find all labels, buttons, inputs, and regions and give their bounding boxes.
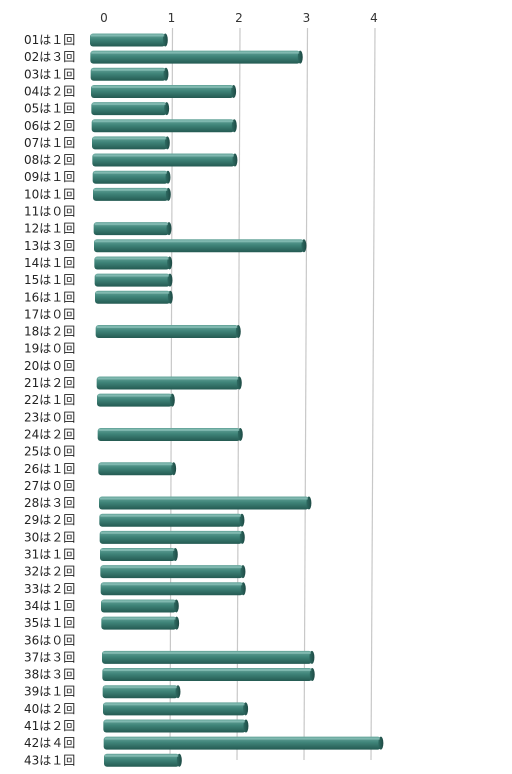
x-tick-label: 4 [370, 11, 378, 25]
category-label: 12は１回 [24, 222, 75, 236]
bar [99, 496, 312, 510]
bar [101, 599, 179, 613]
category-label: 42は４回 [24, 736, 75, 750]
category-label: 41は２回 [24, 719, 75, 733]
bar [100, 548, 178, 561]
bar [92, 153, 238, 167]
category-label: 08は２回 [24, 153, 75, 167]
category-label: 26は１回 [24, 462, 75, 476]
bar [101, 616, 180, 630]
category-label: 21は２回 [24, 376, 75, 390]
category-label: 28は３回 [24, 496, 75, 510]
bar [96, 376, 242, 390]
category-label: 01は１回 [24, 33, 75, 47]
bar [93, 222, 172, 236]
category-label: 15は１回 [24, 273, 75, 287]
category-label: 37は３回 [24, 650, 75, 664]
category-label: 24は２回 [24, 427, 75, 441]
category-label: 40は２回 [24, 702, 75, 716]
bar [104, 753, 182, 767]
gridline-2 [236, 27, 241, 761]
category-label: 33は２回 [24, 582, 75, 596]
x-tick-label: 2 [235, 11, 243, 25]
x-axis-ticks: 0 1 2 3 4 [100, 11, 378, 25]
category-label: 14は１回 [24, 256, 75, 270]
category-label: 18は２回 [24, 325, 75, 339]
bar [94, 273, 173, 287]
bar [99, 530, 245, 544]
bar [94, 256, 173, 270]
category-labels: 01は１回 02は３回 03は１回 04は２回 05は１回 06は２回 07は１回 08は２回… [24, 33, 75, 767]
category-label: 07は１回 [24, 136, 75, 150]
category-label: 32は２回 [24, 565, 75, 579]
category-label: 35は１回 [24, 616, 75, 630]
category-label: 31は１回 [24, 548, 75, 562]
category-label: 22は１回 [24, 393, 75, 407]
category-label: 23は０回 [24, 410, 75, 424]
category-label: 09は１回 [24, 170, 75, 184]
category-label: 25は０回 [24, 445, 75, 459]
bar [95, 325, 241, 339]
category-label: 13は３回 [24, 239, 75, 253]
bar [103, 736, 384, 750]
category-label: 39は１回 [24, 685, 75, 699]
bar [103, 702, 249, 716]
category-label: 16は１回 [24, 290, 75, 304]
gridline-4 [370, 27, 376, 761]
category-label: 30は２回 [24, 530, 75, 544]
category-label: 34は１回 [24, 599, 75, 613]
x-tick-label: 3 [303, 11, 311, 25]
bar [97, 393, 175, 407]
category-label: 27は０回 [24, 479, 75, 493]
bar [93, 187, 171, 201]
category-label: 38は３回 [24, 668, 75, 682]
category-label: 11は０回 [24, 205, 75, 219]
category-label: 04は２回 [24, 84, 75, 98]
bar [90, 33, 168, 47]
category-label: 43は１回 [24, 753, 75, 767]
category-label: 03は１回 [24, 67, 75, 81]
bar [102, 685, 181, 699]
category-label: 10は１回 [24, 187, 75, 201]
gridline-3 [303, 27, 309, 761]
bar [102, 650, 315, 664]
x-tick-label: 1 [168, 11, 176, 25]
category-label: 02は３回 [24, 50, 75, 64]
x-tick-label: 0 [100, 11, 108, 25]
category-label: 29は２回 [24, 513, 75, 527]
bar [102, 668, 315, 682]
bar [98, 462, 177, 476]
bar [91, 102, 170, 116]
bar [91, 84, 237, 98]
gridline-1 [169, 27, 174, 761]
bar [100, 582, 246, 596]
bar [90, 67, 169, 81]
category-label: 20は０回 [24, 359, 75, 373]
category-label: 06は２回 [24, 119, 75, 133]
bar [92, 170, 171, 184]
category-label: 05は１回 [24, 102, 75, 116]
bar [100, 565, 246, 579]
bar [90, 50, 303, 64]
bar [92, 136, 170, 150]
category-label: 36は０回 [24, 633, 75, 647]
bar [97, 427, 243, 441]
category-label: 17は０回 [24, 307, 75, 321]
bar [95, 290, 173, 304]
bar [103, 719, 249, 733]
bar [99, 513, 245, 527]
bar [91, 119, 237, 133]
gridlines [169, 27, 376, 761]
category-label: 19は０回 [24, 342, 75, 356]
bars [90, 33, 384, 767]
bar [94, 239, 307, 253]
